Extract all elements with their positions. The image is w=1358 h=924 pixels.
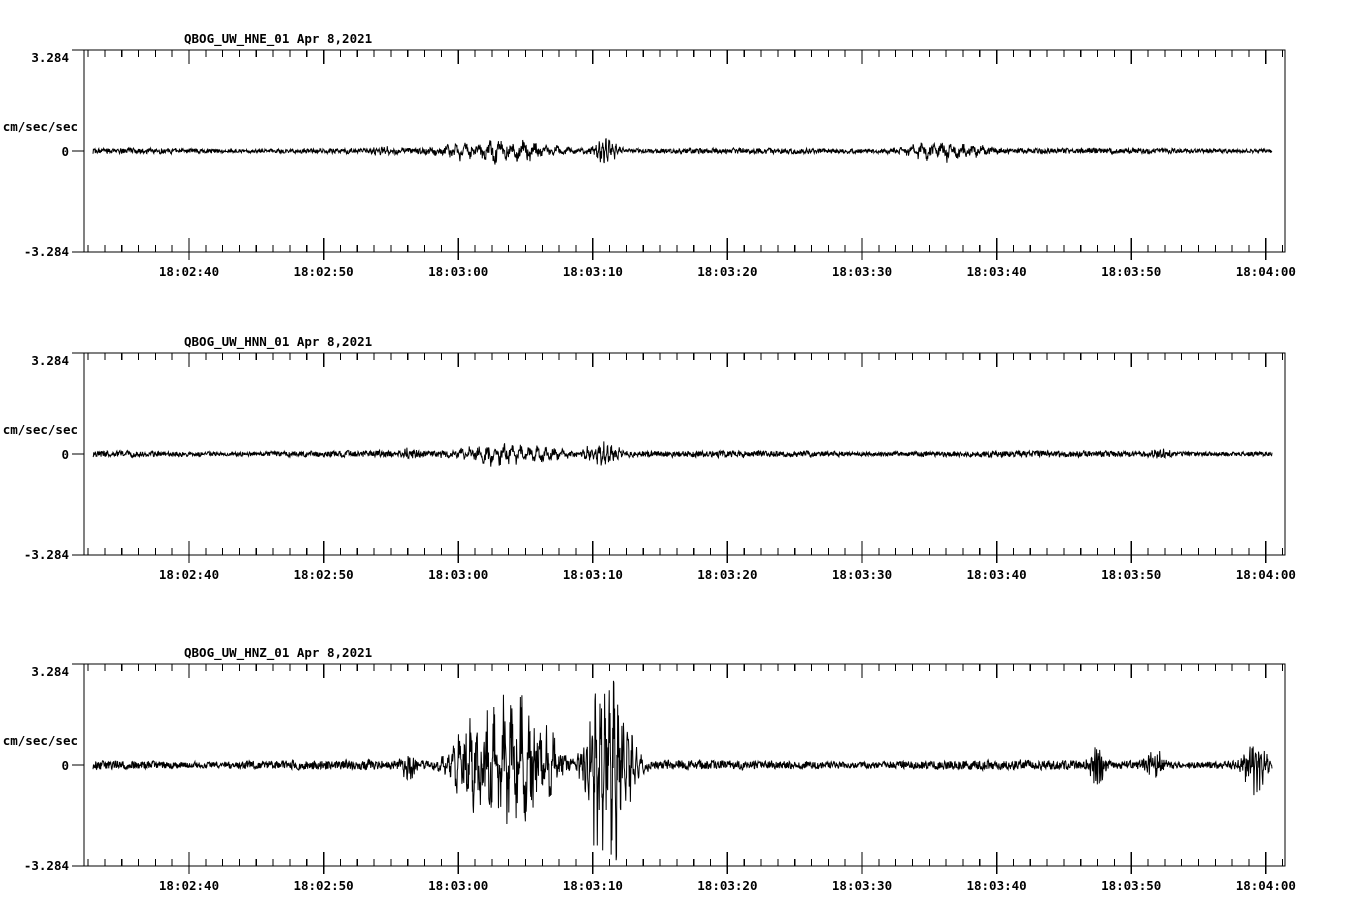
x-tick-labels-hnn: 18:02:40 18:02:50 18:03:00 18:03:10 18:03:20… xyxy=(159,567,1296,582)
x-tick-label: 18:03:00 xyxy=(428,264,488,279)
y-unit-label-hnn: cm/sec/sec xyxy=(3,422,78,437)
y-mid-label-hne: 0 xyxy=(61,144,69,159)
y-mid-label-hnz: 0 xyxy=(61,758,69,773)
panel-hne: QBOG_UW_HNE_01 Apr 8,2021 3.284 cm/sec/s… xyxy=(0,0,1358,300)
x-tick-label: 18:04:00 xyxy=(1236,264,1296,279)
y-max-label-hne: 3.284 xyxy=(31,50,69,65)
x-tick-label: 18:03:30 xyxy=(832,264,892,279)
x-tick-label: 18:03:40 xyxy=(966,567,1026,582)
axis-frame-hnz xyxy=(72,663,1286,874)
y-min-label-hnn: -3.284 xyxy=(24,547,69,562)
waveform-hnn xyxy=(92,441,1273,467)
x-tick-label: 18:03:20 xyxy=(697,878,757,893)
x-tick-label: 18:03:20 xyxy=(697,264,757,279)
x-tick-label: 18:03:00 xyxy=(428,567,488,582)
x-tick-label: 18:04:00 xyxy=(1236,878,1296,893)
x-tick-label: 18:03:30 xyxy=(832,567,892,582)
y-min-label-hnz: -3.284 xyxy=(24,858,69,873)
panel-title-hnn: QBOG_UW_HNN_01 Apr 8,2021 xyxy=(184,334,372,350)
x-tick-label: 18:03:50 xyxy=(1101,878,1161,893)
panel-hnz: QBOG_UW_HNZ_01 Apr 8,2021 3.284 cm/sec/s… xyxy=(0,614,1358,914)
x-tick-label: 18:03:30 xyxy=(832,878,892,893)
y-mid-label-hnn: 0 xyxy=(61,447,69,462)
y-max-label-hnn: 3.284 xyxy=(31,353,69,368)
x-tick-labels-hne: 18:02:40 18:02:50 18:03:00 18:03:10 18:03:20… xyxy=(159,264,1296,279)
x-tick-label: 18:02:50 xyxy=(293,878,353,893)
y-unit-label-hne: cm/sec/sec xyxy=(3,119,78,134)
y-max-label-hnz: 3.284 xyxy=(31,664,69,679)
x-tick-label: 18:03:00 xyxy=(428,878,488,893)
x-tick-labels-hnz: 18:02:40 18:02:50 18:03:00 18:03:10 18:03:20… xyxy=(159,878,1296,893)
axis-frame-hnn xyxy=(72,352,1286,563)
x-tick-label: 18:03:10 xyxy=(563,264,623,279)
x-tick-label: 18:02:40 xyxy=(159,264,219,279)
panel-title-hne: QBOG_UW_HNE_01 Apr 8,2021 xyxy=(184,31,372,47)
x-tick-label: 18:04:00 xyxy=(1236,567,1296,582)
waveform-hnz xyxy=(92,680,1273,861)
x-tick-label: 18:02:40 xyxy=(159,878,219,893)
waveform-hne xyxy=(92,138,1273,165)
panel-hne-plot: QBOG_UW_HNE_01 Apr 8,2021 3.284 cm/sec/s… xyxy=(3,31,1296,279)
x-tick-label: 18:02:50 xyxy=(293,567,353,582)
axis-frame-hne xyxy=(72,49,1286,260)
x-tick-label: 18:03:10 xyxy=(563,878,623,893)
y-unit-label-hnz: cm/sec/sec xyxy=(3,733,78,748)
y-min-label-hne: -3.284 xyxy=(24,244,69,259)
x-tick-label: 18:03:50 xyxy=(1101,264,1161,279)
panel-hnn-plot: QBOG_UW_HNN_01 Apr 8,2021 3.284 cm/sec/s… xyxy=(3,334,1296,582)
x-tick-label: 18:03:10 xyxy=(563,567,623,582)
panel-hnz-plot: QBOG_UW_HNZ_01 Apr 8,2021 3.284 cm/sec/s… xyxy=(3,645,1296,893)
x-tick-label: 18:03:20 xyxy=(697,567,757,582)
panel-title-hnz: QBOG_UW_HNZ_01 Apr 8,2021 xyxy=(184,645,372,661)
panel-hnn: QBOG_UW_HNN_01 Apr 8,2021 3.284 cm/sec/s… xyxy=(0,303,1358,603)
x-tick-label: 18:02:50 xyxy=(293,264,353,279)
x-tick-label: 18:03:40 xyxy=(966,878,1026,893)
x-tick-label: 18:03:40 xyxy=(966,264,1026,279)
x-tick-label: 18:02:40 xyxy=(159,567,219,582)
x-tick-label: 18:03:50 xyxy=(1101,567,1161,582)
